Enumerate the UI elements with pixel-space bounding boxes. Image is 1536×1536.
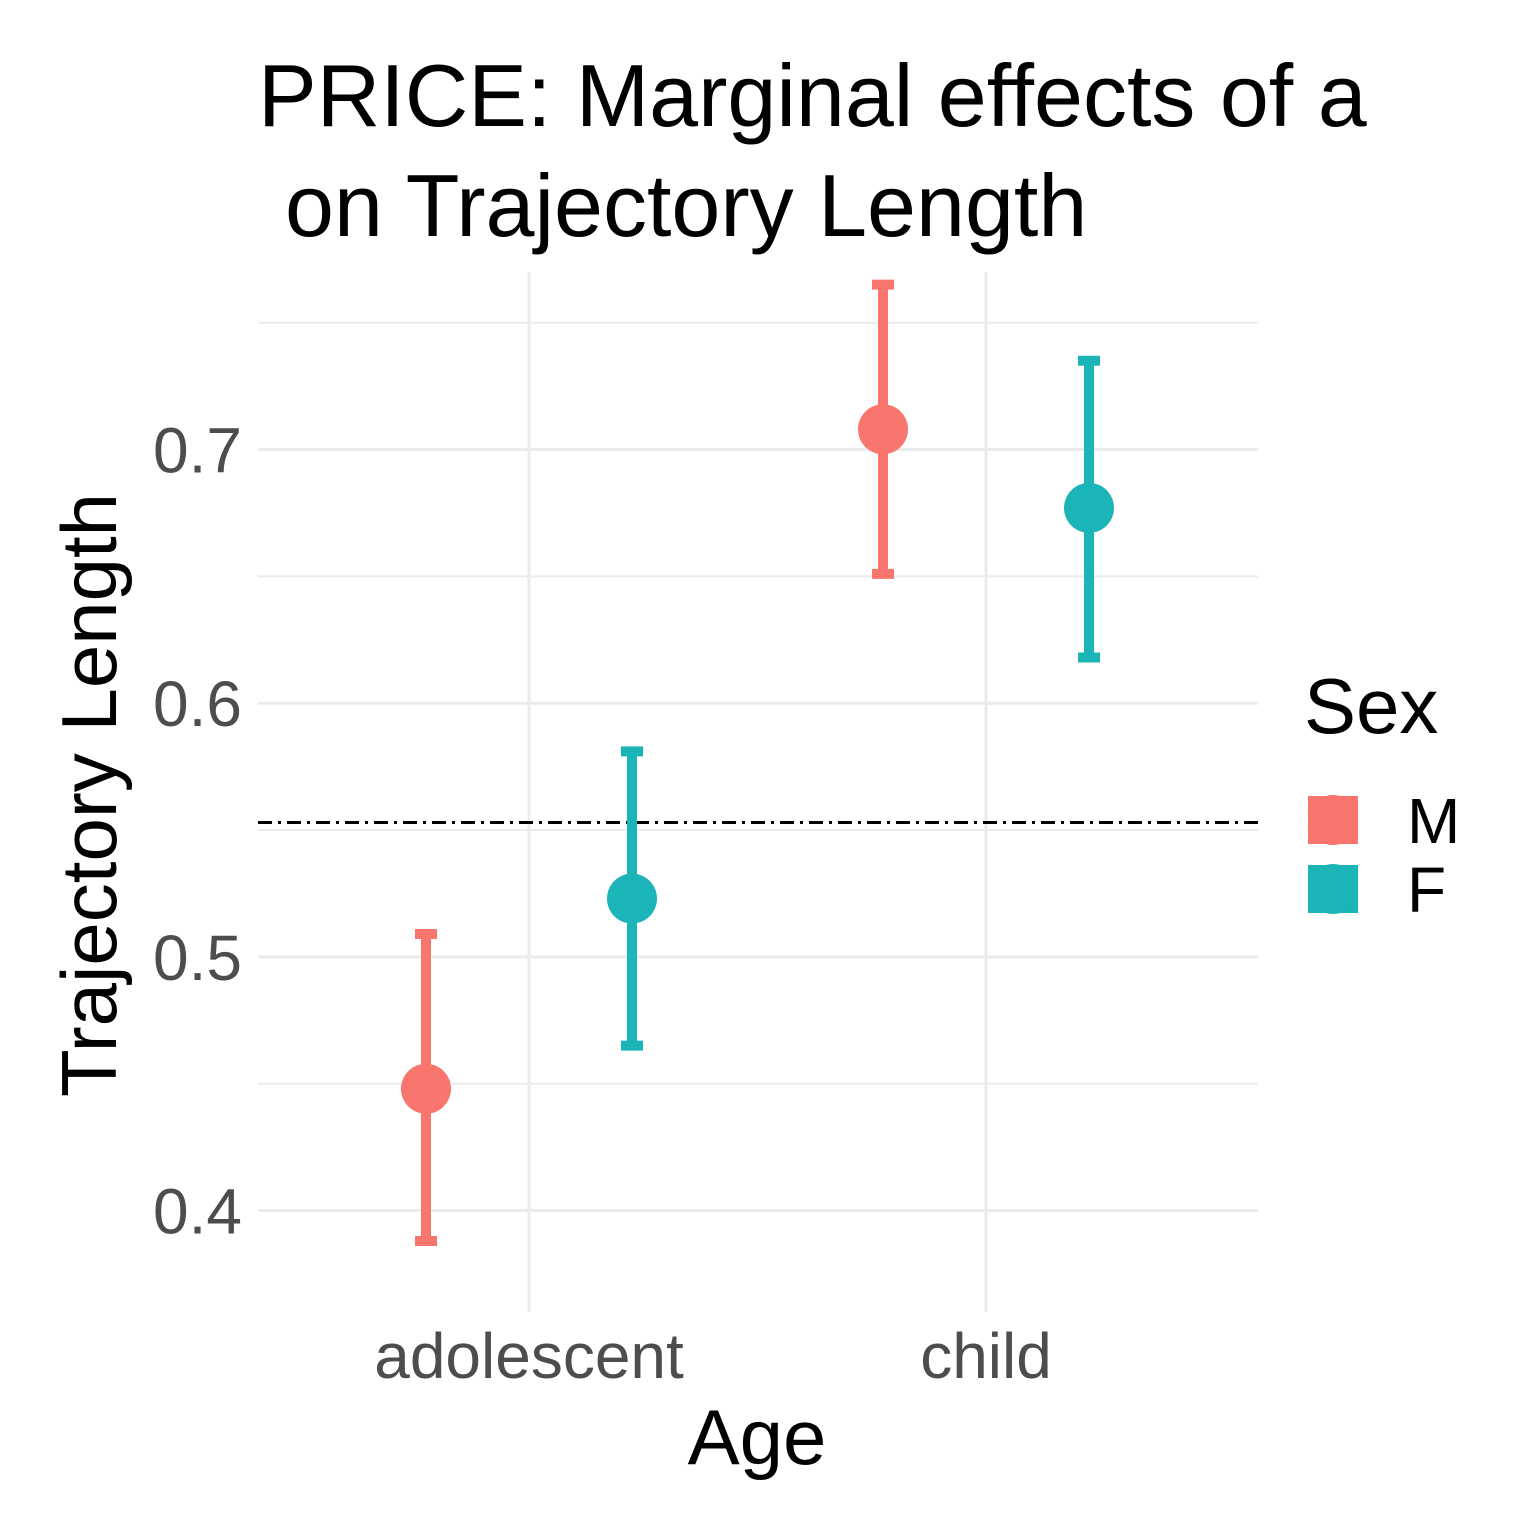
- legend-label-M: M: [1407, 785, 1460, 857]
- legend-entry-F: F: [1308, 854, 1446, 926]
- title-line-1: PRICE: Marginal effects of a: [258, 46, 1367, 145]
- y-axis-title: Trajectory Length: [45, 493, 133, 1097]
- legend: Sex MF: [1304, 662, 1460, 926]
- legend-key-point-M: [1308, 795, 1358, 845]
- point-group-M-adolescent: [401, 929, 451, 1246]
- legend-label-F: F: [1407, 854, 1446, 926]
- point-group-M-child: [858, 279, 908, 579]
- point-F-adolescent: [607, 873, 657, 924]
- data-marks: [401, 279, 1114, 1246]
- x-axis-title: Age: [688, 1393, 827, 1481]
- legend-key-point-F: [1308, 864, 1358, 914]
- y-tick-label-0.5: 0.5: [153, 922, 242, 994]
- chart-title: PRICE: Marginal effects of a on Trajecto…: [258, 46, 1367, 255]
- y-tick-label-0.7: 0.7: [153, 415, 242, 487]
- y-axis-ticks: 0.4 0.5 0.6 0.7: [153, 415, 242, 1248]
- x-tick-label-adolescent: adolescent: [374, 1320, 684, 1392]
- point-M-child: [858, 404, 908, 455]
- legend-entry-M: M: [1308, 785, 1460, 857]
- point-F-child: [1064, 482, 1114, 533]
- point-M-adolescent: [401, 1063, 451, 1114]
- point-group-F-adolescent: [607, 746, 657, 1051]
- title-line-2: on Trajectory Length: [285, 156, 1087, 255]
- y-tick-label-0.4: 0.4: [153, 1176, 242, 1248]
- point-group-F-child: [1064, 355, 1114, 663]
- legend-title: Sex: [1304, 662, 1438, 750]
- grid: [258, 272, 1258, 1312]
- y-tick-label-0.6: 0.6: [153, 668, 242, 740]
- x-axis-ticks: adolescent child: [374, 1320, 1052, 1392]
- legend-entries: MF: [1308, 785, 1460, 926]
- x-tick-label-child: child: [920, 1320, 1052, 1392]
